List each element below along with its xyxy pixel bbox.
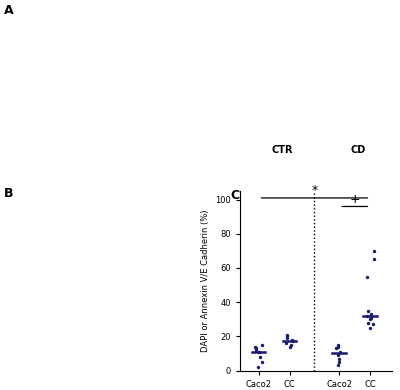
- Point: [368, 314, 374, 321]
- Point: [256, 349, 263, 355]
- Point: [336, 359, 343, 365]
- Point: [334, 344, 341, 350]
- Point: [367, 324, 373, 331]
- Point: [284, 335, 290, 341]
- Point: [258, 342, 265, 348]
- Point: [257, 354, 264, 360]
- Point: [364, 313, 370, 319]
- Point: [284, 333, 290, 339]
- Point: [252, 344, 258, 350]
- Point: [290, 339, 297, 345]
- Point: [334, 352, 341, 358]
- Point: [333, 345, 340, 351]
- Point: [371, 248, 377, 254]
- Point: [282, 340, 289, 346]
- Point: [288, 342, 294, 348]
- Text: A: A: [4, 4, 14, 17]
- Point: [364, 308, 371, 314]
- Point: [335, 342, 341, 348]
- Point: [253, 345, 259, 351]
- Point: [367, 316, 374, 323]
- Point: [259, 359, 266, 365]
- Point: [371, 256, 377, 262]
- Text: +: +: [350, 193, 360, 206]
- Point: [254, 364, 261, 370]
- Text: B: B: [4, 187, 14, 200]
- Point: [364, 273, 370, 280]
- Point: [368, 311, 374, 317]
- Point: [365, 319, 371, 326]
- Point: [334, 362, 341, 369]
- Point: [369, 321, 376, 328]
- Y-axis label: DAPI or Annexin V/E Cadherin (%): DAPI or Annexin V/E Cadherin (%): [201, 209, 210, 352]
- Text: *: *: [311, 184, 318, 197]
- Point: [287, 344, 294, 350]
- Point: [337, 349, 343, 355]
- Text: CD: CD: [351, 145, 366, 155]
- Text: CTR: CTR: [272, 145, 293, 155]
- Point: [284, 332, 290, 338]
- Text: C: C: [230, 189, 239, 202]
- Point: [336, 355, 342, 362]
- Point: [253, 347, 259, 353]
- Point: [289, 337, 296, 343]
